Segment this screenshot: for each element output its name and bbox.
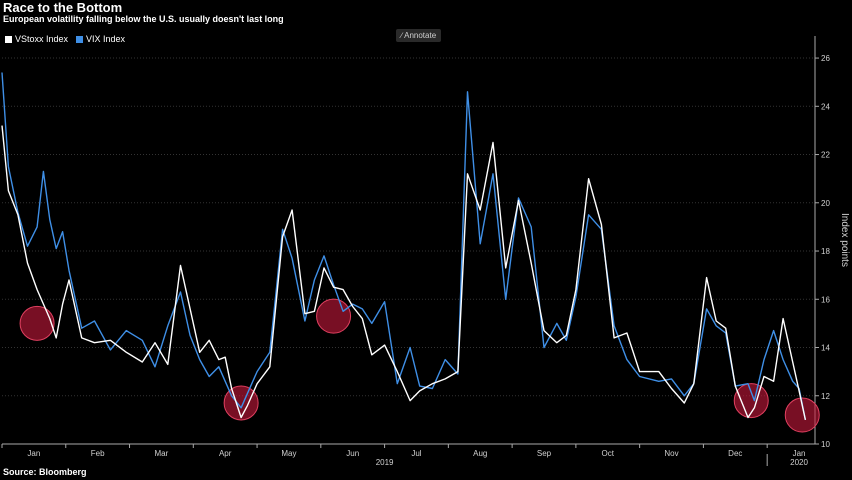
x-tick-label: Jan [27, 449, 40, 458]
x-tick-label: Aug [473, 449, 487, 458]
vix-line [1, 72, 807, 421]
legend-swatch-vstoxx [5, 35, 12, 43]
legend: VStoxx Index VIX Index [5, 34, 125, 44]
source-note: Source: Bloomberg [3, 467, 87, 477]
legend-item-vix[interactable]: VIX Index [76, 34, 125, 44]
x-tick-label: Sep [537, 449, 552, 458]
x-tick-label: Jan [793, 449, 806, 458]
legend-swatch-vix [76, 35, 84, 43]
x-tick-label: May [281, 449, 296, 458]
highlight-marker [316, 298, 352, 334]
y-tick-label: 18 [821, 247, 830, 256]
y-tick-label: 22 [821, 151, 830, 160]
series-lines [1, 72, 807, 421]
y-tick-label: 14 [821, 344, 830, 353]
y-tick-label: 26 [821, 54, 830, 63]
x-tick-label: Jun [346, 449, 359, 458]
chart-subtitle: European volatility falling below the U.… [3, 14, 284, 24]
annotate-button[interactable]: ∕ Annotate [396, 29, 442, 42]
x-tick-label: Feb [91, 449, 105, 458]
x-year-label: 2020 [790, 458, 808, 467]
vstoxx-line [1, 125, 807, 421]
legend-item-vstoxx[interactable]: VStoxx Index [5, 34, 68, 44]
y-axis-label: Index points [839, 213, 850, 267]
y-tick-label: 24 [821, 102, 830, 111]
annotate-label: Annotate [404, 31, 437, 40]
y-tick-label: 10 [821, 440, 830, 449]
pencil-icon: ∕ [401, 31, 403, 40]
legend-label-vix: VIX Index [86, 34, 126, 44]
x-tick-label: Mar [155, 449, 169, 458]
highlight-marker [223, 385, 259, 421]
legend-label-vstoxx: VStoxx Index [15, 34, 69, 44]
chart-title: Race to the Bottom [3, 0, 123, 15]
x-tick-label: Apr [219, 449, 232, 458]
x-tick-label: Jul [411, 449, 421, 458]
highlight-marker [784, 397, 820, 433]
highlight-markers [19, 298, 820, 433]
highlight-marker [19, 305, 55, 341]
y-tick-label: 16 [821, 295, 830, 304]
x-year-label: 2019 [376, 458, 394, 467]
y-tick-label: 20 [821, 199, 830, 208]
x-axis: Jan Feb Mar Apr May Jun Jul Aug Sep Oct Nov Dec Jan2… [1, 443, 815, 467]
y-tick-label: 12 [821, 392, 830, 401]
x-tick-label: Nov [664, 449, 678, 458]
y-axis: 10 12 14 16 18 20 22 24 26 [814, 36, 830, 449]
x-tick-label: Oct [602, 449, 615, 458]
x-tick-label: Dec [728, 449, 742, 458]
